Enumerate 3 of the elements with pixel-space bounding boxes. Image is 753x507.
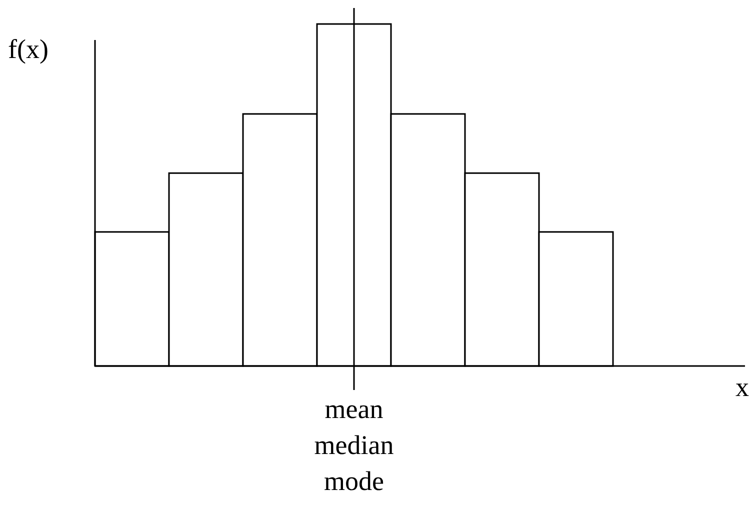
text: mean median mode <box>314 394 394 496</box>
y-axis-title: f(x) <box>8 34 48 64</box>
x-axis-title: x <box>736 372 750 402</box>
